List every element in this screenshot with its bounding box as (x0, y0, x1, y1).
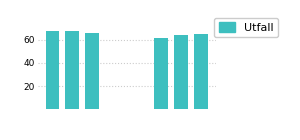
Bar (65, 31, 79, 109)
Bar (154, 38, 168, 109)
Bar (194, 34, 208, 109)
Bar (174, 35, 188, 109)
Legend: Utfall: Utfall (214, 18, 278, 37)
Bar (46, 31, 59, 109)
Bar (85, 33, 99, 109)
